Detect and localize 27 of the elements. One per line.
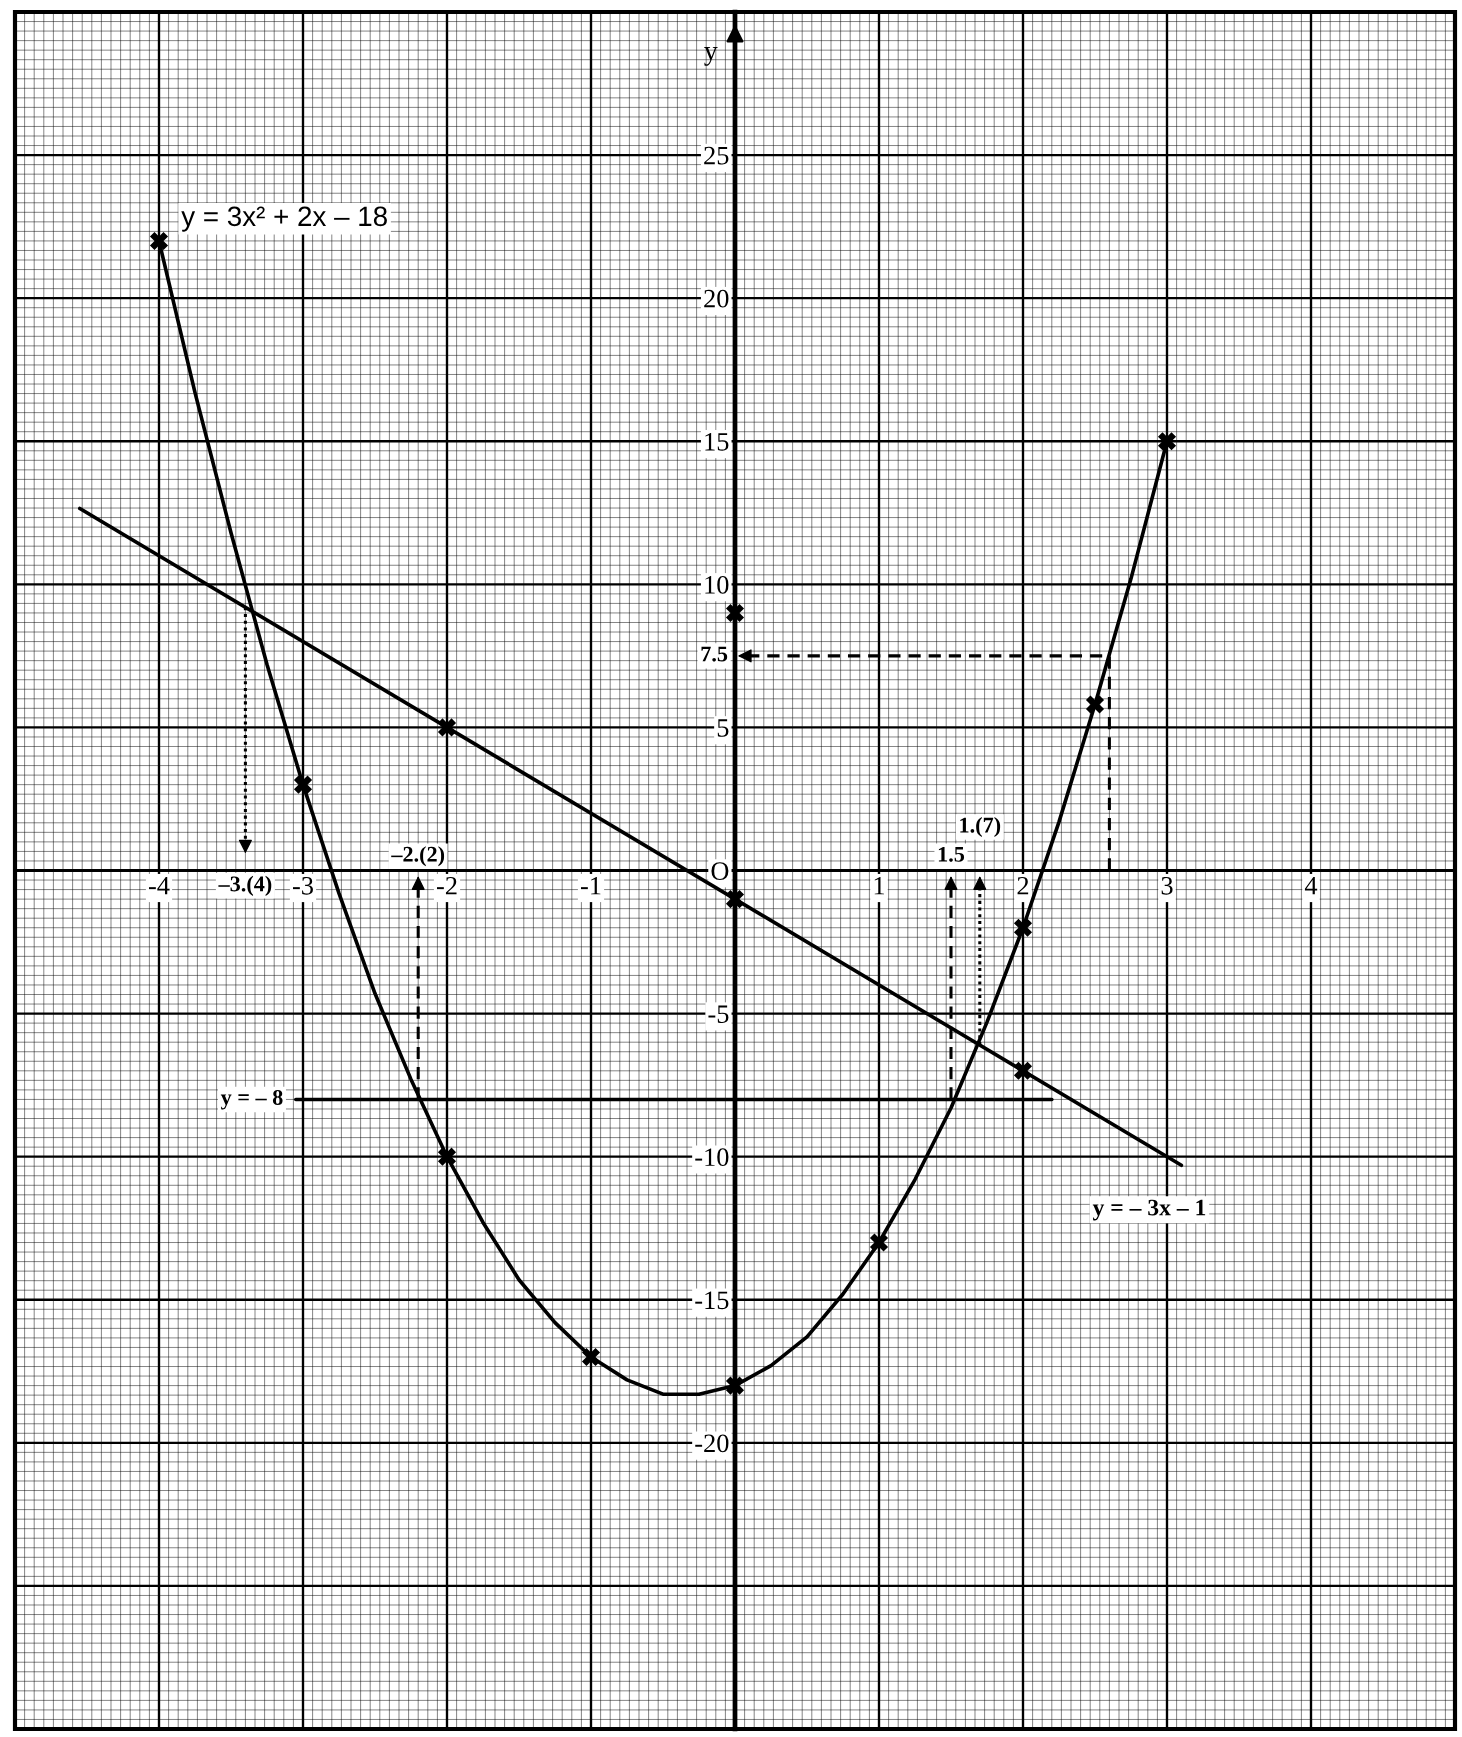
y-tick-label: 10 [705, 575, 729, 594]
x-tick-label: -4 [148, 877, 170, 895]
y-tick-label: 20 [704, 289, 729, 308]
annotation: 7.5 [701, 646, 728, 662]
annotation: 1.(7) [960, 816, 1001, 838]
y-tick-label: 15 [705, 432, 729, 451]
series-label: y = 3x² + 2x – 18 [181, 206, 387, 232]
annotation: –2.(2) [391, 846, 445, 867]
annotation: 1.5 [938, 846, 965, 862]
series-label: y = – 8 [220, 1089, 283, 1110]
y-axis-title: y [704, 47, 718, 66]
y-tick-label: O [711, 862, 729, 880]
y-tick-label: -10 [695, 1148, 729, 1167]
x-tick-label: 4 [1304, 877, 1318, 895]
y-tick-label: -5 [708, 1005, 729, 1023]
x-tick-label: -3 [292, 876, 313, 895]
y-tick-label: -15 [695, 1291, 729, 1310]
x-tick-label: -1 [580, 876, 601, 895]
x-tick-label: 3 [1161, 876, 1173, 895]
x-tick-label: 2 [1017, 876, 1029, 895]
annotation: –3.(4) [218, 875, 272, 896]
x-tick-label: -2 [436, 876, 457, 895]
y-tick-label: 25 [704, 146, 729, 165]
y-tick-label: 5 [717, 719, 729, 737]
series-label: y = – 3x – 1 [1092, 1199, 1206, 1221]
y-tick-label: -20 [695, 1434, 729, 1453]
x-tick-label: 1 [874, 876, 885, 895]
